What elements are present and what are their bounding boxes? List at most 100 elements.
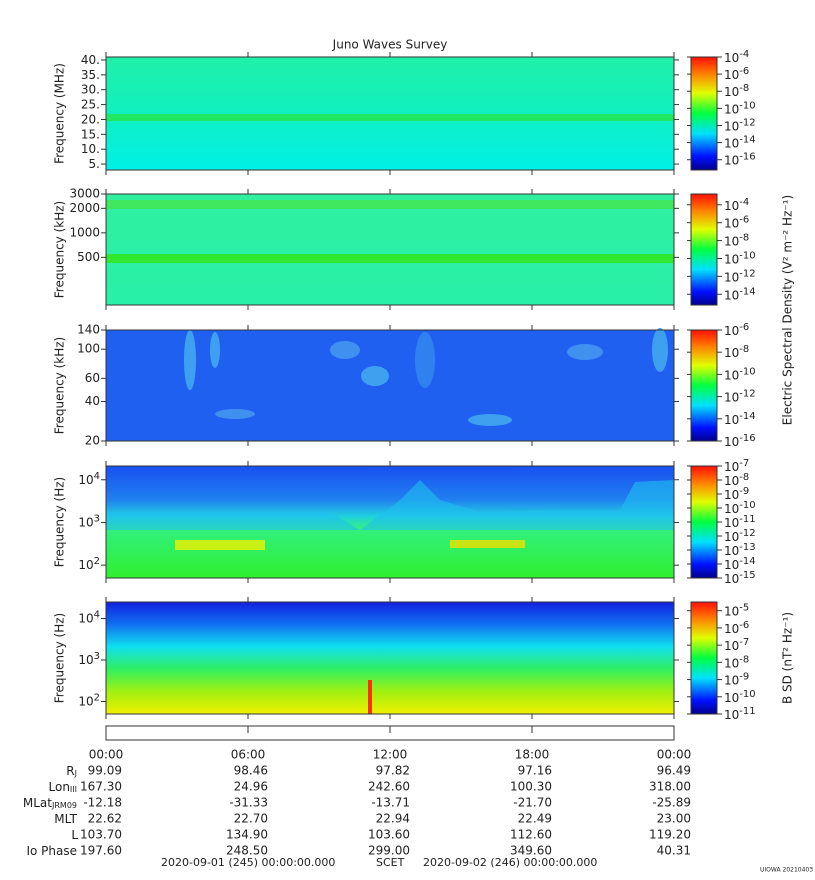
colorbar	[690, 193, 718, 306]
ephemeris-value: 318.00	[649, 780, 691, 794]
colorbar-tick-label-base: 10	[724, 690, 739, 704]
colorbar-tick-label-base: 10	[724, 572, 739, 586]
colorbar-tick-label-sup: -10	[739, 500, 755, 511]
y-tick-label: 40.	[81, 52, 100, 66]
colorbar-tick-label-sup: -11	[739, 706, 755, 717]
colorbar-tick-label-base: 10	[724, 252, 739, 266]
colorbar-label: B SD (nT² Hz⁻¹)	[781, 612, 795, 704]
colorbar-tick-label: 10-4	[724, 197, 749, 213]
spectrogram-1	[106, 57, 674, 170]
colorbar-tick-label-sup: -13	[739, 542, 755, 553]
colorbar-label: Electric Spectral Density (V² m⁻² Hz⁻¹)	[781, 195, 795, 425]
x-tick-label: 18:00	[515, 748, 550, 762]
colorbar-tick-label: 10-12	[724, 528, 756, 544]
y-tick-label: 104	[78, 471, 100, 487]
ephemeris-label: RJ	[66, 764, 77, 779]
colorbar-tick-label: 10-10	[724, 689, 756, 705]
colorbar-tick-label: 10-8	[724, 233, 749, 249]
y-tick-label: 3000	[69, 187, 100, 201]
colorbar-tick-label: 10-10	[724, 366, 756, 382]
x-tick-label: 12:00	[373, 748, 408, 762]
ephemeris-label-sub: III	[70, 785, 77, 794]
ephemeris-value: 22.70	[234, 812, 268, 826]
y-tick-label: 140	[77, 323, 100, 337]
y-tick-label-sup: 4	[94, 471, 100, 482]
colorbar-tick-label: 10-7	[724, 637, 749, 653]
colorbar-tick-label-sup: -12	[739, 117, 755, 128]
colorbar-tick-label: 10-6	[724, 620, 749, 636]
colorbar-tick-label-sup: -10	[739, 689, 755, 700]
colorbar-tick-label-sup: -10	[739, 366, 755, 377]
colorbar-tick-label: 10-15	[724, 570, 756, 586]
colorbar-tick-label-base: 10	[724, 708, 739, 722]
ephemeris-value: 134.90	[226, 828, 268, 842]
ephemeris-label-base: R	[66, 764, 74, 778]
colorbar-tick-label-base: 10	[724, 68, 739, 82]
colorbar-tick-label: 10-11	[724, 514, 756, 530]
colorbar-tick-label-sup: -14	[739, 135, 755, 146]
colorbar-tick-label-base: 10	[724, 488, 739, 502]
colorbar-tick-label: 10-8	[724, 83, 749, 99]
ephemeris-value: -25.89	[652, 796, 691, 810]
ephemeris-value: 349.60	[510, 844, 552, 858]
colorbar-tick-label: 10-10	[724, 100, 756, 116]
colorbar-tick-label-base: 10	[724, 102, 739, 116]
ephemeris-value: 22.94	[376, 812, 410, 826]
y-tick-label: 35.	[81, 67, 100, 81]
colorbar-tick-label: 10-12	[724, 389, 756, 405]
y-tick-label-sup: 3	[94, 513, 100, 524]
colorbar-tick-label-sup: -4	[739, 49, 749, 60]
y-tick-label: 2000	[69, 201, 100, 215]
colorbar-tick-label-sup: -8	[739, 83, 749, 94]
ephemeris-value: 119.20	[649, 828, 691, 842]
colorbar-tick-label-sup: -6	[739, 620, 749, 631]
colorbar-tick-label-base: 10	[724, 368, 739, 382]
colorbar-tick-label: 10-5	[724, 603, 749, 619]
colorbar-tick-label-base: 10	[724, 412, 739, 426]
y-tick-label: 1000	[69, 225, 100, 239]
y-tick-label: 15.	[81, 127, 100, 141]
colorbar-tick-label-base: 10	[724, 621, 739, 635]
colorbar-tick-label-sup: -6	[739, 322, 749, 333]
ephemeris-value: 97.82	[376, 764, 410, 778]
colorbar-tick-label-sup: -11	[739, 514, 755, 525]
y-tick-label: 500	[77, 250, 100, 264]
ephemeris-value: 96.49	[657, 764, 691, 778]
colorbar-tick-label-sup: -14	[739, 411, 755, 422]
colorbar	[690, 56, 718, 171]
colorbar-tick-label-sup: -10	[739, 250, 755, 261]
colorbar-tick-label-sup: -12	[739, 528, 755, 539]
colorbar-tick-label: 10-8	[724, 344, 749, 360]
colorbar-tick-label-base: 10	[724, 324, 739, 338]
colorbar-tick-label: 10-10	[724, 250, 756, 266]
colorbar-tick-label-sup: -14	[739, 556, 755, 567]
colorbar-tick-label-base: 10	[724, 673, 739, 687]
colorbar-tick-label: 10-6	[724, 66, 749, 82]
y-tick-label: 10.	[81, 142, 100, 156]
spectrogram-3	[106, 328, 674, 441]
y-tick-label-base: 10	[78, 694, 93, 708]
colorbar-tick-label: 10-8	[724, 472, 749, 488]
colorbar-tick-label-base: 10	[724, 136, 739, 150]
colorbar-tick-label-sup: -16	[739, 152, 755, 163]
y-tick-label-base: 5.	[89, 157, 100, 171]
y-axis-label: Frequency (MHz)	[53, 63, 67, 164]
ephemeris-value: 24.96	[234, 780, 268, 794]
y-tick-label: 20.	[81, 112, 100, 126]
ephemeris-label: Io Phase	[26, 844, 77, 858]
footer-stamp: UIOWA 20210403	[760, 867, 813, 874]
colorbar-tick-label-base: 10	[724, 288, 739, 302]
colorbar-tick-label-base: 10	[724, 530, 739, 544]
y-tick-label: 104	[78, 610, 100, 626]
y-axis-label: Frequency (Hz)	[53, 477, 67, 568]
colorbar-tick-label: 10-16	[724, 433, 756, 449]
y-axis-label: Frequency (kHz)	[53, 337, 67, 434]
ephemeris-label: LonIII	[49, 780, 78, 795]
ephemeris-value: 103.60	[368, 828, 410, 842]
colorbar-tick-label-sup: -9	[739, 486, 749, 497]
colorbar-tick-label-base: 10	[724, 198, 739, 212]
ephemeris-label-sub: J	[74, 769, 77, 778]
colorbar-tick-label-base: 10	[724, 270, 739, 284]
colorbar-tick-label-base: 10	[724, 390, 739, 404]
ephemeris-value: 22.49	[518, 812, 552, 826]
